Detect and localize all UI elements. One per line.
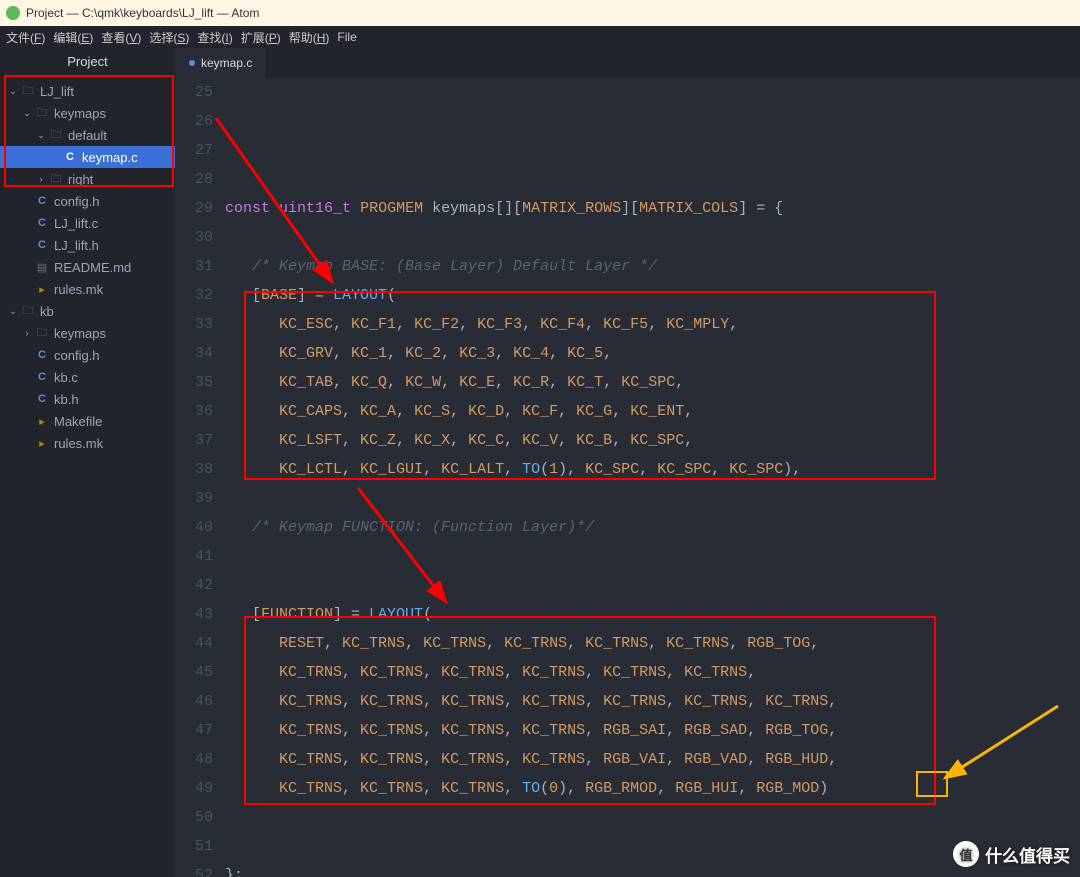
tree-file[interactable]: ▸ rules.mk — [0, 432, 175, 454]
expand-arrow-icon: ⌄ — [36, 130, 46, 141]
menu-item[interactable]: 扩展(P) — [241, 29, 281, 46]
expand-arrow-icon: › — [36, 174, 46, 184]
c-file-icon: C — [34, 193, 50, 209]
watermark-badge: 值 — [953, 841, 979, 867]
menu-item[interactable]: 查看(V) — [101, 29, 141, 46]
tree-label: kb.c — [54, 370, 78, 385]
menu-item[interactable]: 帮助(H) — [289, 29, 330, 46]
tree-file[interactable]: Ckeymap.c — [0, 146, 175, 168]
tree-folder[interactable]: ⌄🗀 LJ_lift — [0, 80, 175, 102]
tree-label: rules.mk — [54, 436, 103, 451]
folder-icon: 🗀 — [34, 325, 50, 341]
sidebar-header: Project — [0, 48, 175, 76]
markdown-icon: ▤ — [34, 259, 50, 275]
tree-file[interactable]: Ckb.h — [0, 388, 175, 410]
window-title: Project — C:\qmk\keyboards\LJ_lift — Ato… — [26, 6, 259, 20]
menu-item[interactable]: File — [337, 30, 356, 44]
tree-label: LJ_lift — [40, 84, 74, 99]
tree-file[interactable]: ▤ README.md — [0, 256, 175, 278]
tree-file[interactable]: C LJ_lift.h — [0, 234, 175, 256]
tree-label: keymaps — [54, 326, 106, 341]
tree-label: config.h — [54, 194, 100, 209]
c-file-icon: C — [34, 347, 50, 363]
c-file-icon: C — [34, 369, 50, 385]
menu-bar[interactable]: 文件(F) 编辑(E) 查看(V) 选择(S) 查找(I) 扩展(P) 帮助(H) File — [0, 26, 1080, 48]
watermark-text: 什么值得买 — [985, 842, 1070, 867]
tree-label: README.md — [54, 260, 131, 275]
tree-file[interactable]: C LJ_lift.c — [0, 212, 175, 234]
c-file-icon — [189, 60, 195, 66]
menu-item[interactable]: 编辑(E) — [53, 29, 93, 46]
makefile-icon: ▸ — [34, 435, 50, 451]
expand-arrow-icon: ⌄ — [8, 306, 18, 317]
menu-item[interactable]: 选择(S) — [149, 29, 189, 46]
tree-label: Makefile — [54, 414, 102, 429]
tree-file[interactable]: Cconfig.h — [0, 344, 175, 366]
file-tree[interactable]: ⌄🗀LJ_lift⌄🗀keymaps⌄🗀defaultCkeymap.c›🗀ri… — [0, 76, 175, 454]
tree-file[interactable]: ▸ rules.mk — [0, 278, 175, 300]
c-file-icon: C — [34, 215, 50, 231]
tree-label: rules.mk — [54, 282, 103, 297]
tree-label: config.h — [54, 348, 100, 363]
code-content[interactable]: const uint16_t PROGMEM keymaps[][MATRIX_… — [225, 78, 1080, 877]
line-gutter: 25 26 27 28 29 30 31 32 33 34 35 36 37 3… — [175, 78, 225, 877]
tree-folder[interactable]: ›🗀 keymaps — [0, 322, 175, 344]
folder-icon: 🗀 — [48, 127, 64, 143]
expand-arrow-icon: ⌄ — [22, 108, 32, 119]
tab-keymap[interactable]: keymap.c — [175, 48, 267, 78]
tree-label: kb — [40, 304, 54, 319]
folder-icon: 🗀 — [34, 105, 50, 121]
expand-arrow-icon: › — [22, 328, 32, 338]
tree-folder[interactable]: ⌄🗀 default — [0, 124, 175, 146]
tree-file[interactable]: ▸ Makefile — [0, 410, 175, 432]
c-file-icon: C — [62, 149, 78, 165]
tree-label: LJ_lift.h — [54, 238, 99, 253]
tree-label: right — [68, 172, 93, 187]
window-title-bar: Project — C:\qmk\keyboards\LJ_lift — Ato… — [0, 0, 1080, 26]
folder-icon: 🗀 — [48, 171, 64, 187]
editor-pane: keymap.c 25 26 27 28 29 30 31 32 33 34 3… — [175, 48, 1080, 877]
tree-folder[interactable]: ›🗀 right — [0, 168, 175, 190]
tab-label: keymap.c — [201, 56, 252, 70]
tree-file[interactable]: Cconfig.h — [0, 190, 175, 212]
folder-icon: 🗀 — [20, 303, 36, 319]
tree-label: LJ_lift.c — [54, 216, 98, 231]
tree-label: default — [68, 128, 107, 143]
tree-file[interactable]: Ckb.c — [0, 366, 175, 388]
tree-label: keymaps — [54, 106, 106, 121]
expand-arrow-icon: ⌄ — [8, 86, 18, 97]
workspace: Project ⌄🗀LJ_lift⌄🗀keymaps⌄🗀defaultCkeym… — [0, 48, 1080, 877]
code-area[interactable]: 25 26 27 28 29 30 31 32 33 34 35 36 37 3… — [175, 78, 1080, 877]
app-icon — [6, 6, 20, 20]
project-sidebar: Project ⌄🗀LJ_lift⌄🗀keymaps⌄🗀defaultCkeym… — [0, 48, 175, 877]
makefile-icon: ▸ — [34, 413, 50, 429]
tree-label: keymap.c — [82, 150, 138, 165]
menu-item[interactable]: 查找(I) — [197, 29, 232, 46]
tree-label: kb.h — [54, 392, 79, 407]
folder-icon: 🗀 — [20, 83, 36, 99]
c-file-icon: C — [34, 391, 50, 407]
menu-item[interactable]: 文件(F) — [6, 29, 45, 46]
tab-bar[interactable]: keymap.c — [175, 48, 1080, 78]
tree-folder[interactable]: ⌄🗀 keymaps — [0, 102, 175, 124]
tree-folder[interactable]: ⌄🗀 kb — [0, 300, 175, 322]
c-file-icon: C — [34, 237, 50, 253]
watermark: 值 什么值得买 — [953, 841, 1070, 867]
makefile-icon: ▸ — [34, 281, 50, 297]
